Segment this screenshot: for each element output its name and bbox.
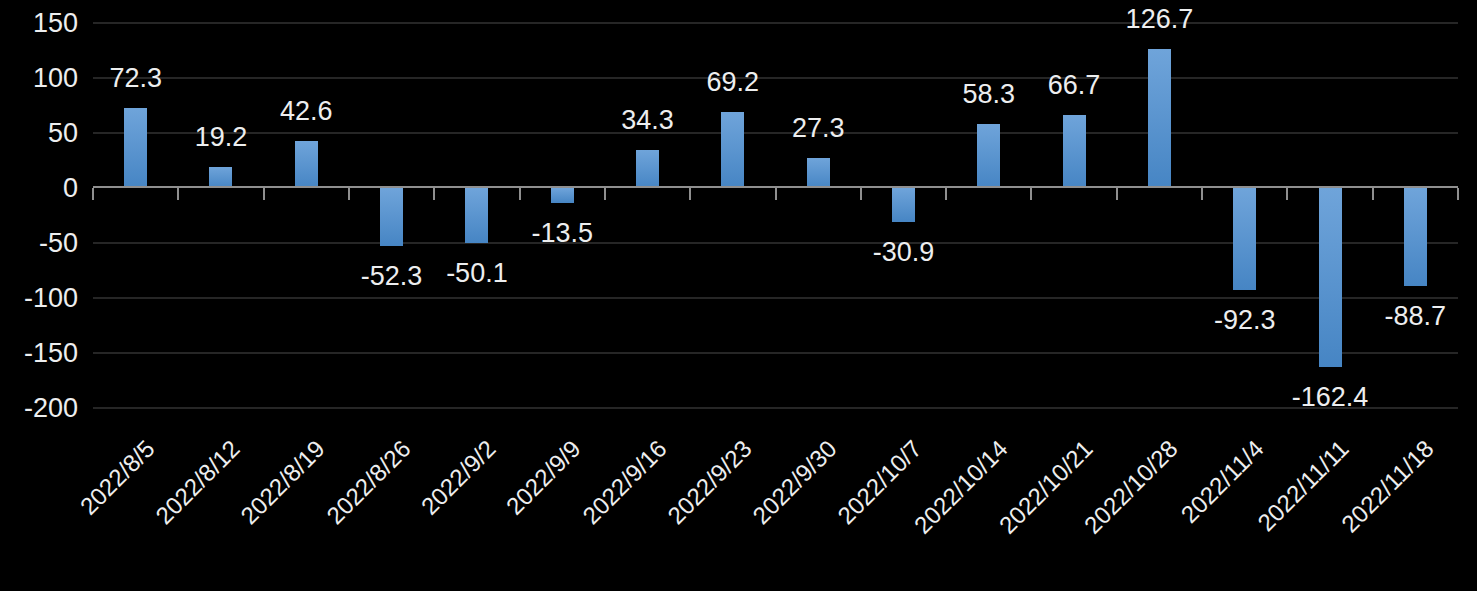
gridline [93,352,1458,354]
axis-tick [775,188,777,200]
bar-value-label: 72.3 [66,62,206,94]
y-axis-tick-label: 50 [0,117,78,149]
bar-value-label: -13.5 [492,217,632,249]
bar-value-label: 27.3 [748,112,888,144]
y-axis-tick-label: -150 [0,337,78,369]
axis-tick [1286,188,1288,200]
bar [551,188,574,203]
bar [721,112,744,188]
bar [636,150,659,188]
bar-value-label: -88.7 [1345,300,1477,332]
axis-tick [92,188,94,200]
bar [1148,49,1171,188]
gridline [93,22,1458,24]
axis-tick [604,188,606,200]
bar [209,167,232,188]
y-axis-tick-label: 150 [0,7,78,39]
bar-value-label: -30.9 [833,236,973,268]
gridline [93,407,1458,409]
bar [380,188,403,246]
bar [1063,115,1086,188]
bar-value-label: 42.6 [236,95,376,127]
bar [892,188,915,222]
bar [977,124,1000,188]
bar [1233,188,1256,290]
bar-value-label: -162.4 [1260,381,1400,413]
bar-value-label: 34.3 [578,104,718,136]
bar [295,141,318,188]
bar [1404,188,1427,286]
axis-tick [433,188,435,200]
bar [465,188,488,243]
bar [1319,188,1342,367]
x-axis-label: 2022/8/5 [0,434,161,591]
axis-tick [945,188,947,200]
axis-tick [519,188,521,200]
axis-tick [1457,188,1459,200]
axis-tick [1372,188,1374,200]
bar-value-label: -50.1 [407,257,547,289]
axis-tick [348,188,350,200]
bar-value-label: -92.3 [1175,304,1315,336]
y-axis-tick-label: -100 [0,282,78,314]
axis-tick [689,188,691,200]
bar-chart: 150100500-50-100-150-20072.32022/8/519.2… [0,0,1477,591]
y-axis-tick-label: 0 [0,172,78,204]
y-axis-tick-label: -50 [0,227,78,259]
axis-tick [263,188,265,200]
bar-value-label: 66.7 [1004,69,1144,101]
bar-value-label: 126.7 [1089,3,1229,35]
gridline [93,297,1458,299]
axis-tick [1030,188,1032,200]
y-axis-tick-label: -200 [0,392,78,424]
bar-value-label: 69.2 [663,66,803,98]
axis-tick [177,188,179,200]
axis-tick [1201,188,1203,200]
axis-tick [860,188,862,200]
axis-tick [1116,188,1118,200]
bar [124,108,147,188]
bar [807,158,830,188]
